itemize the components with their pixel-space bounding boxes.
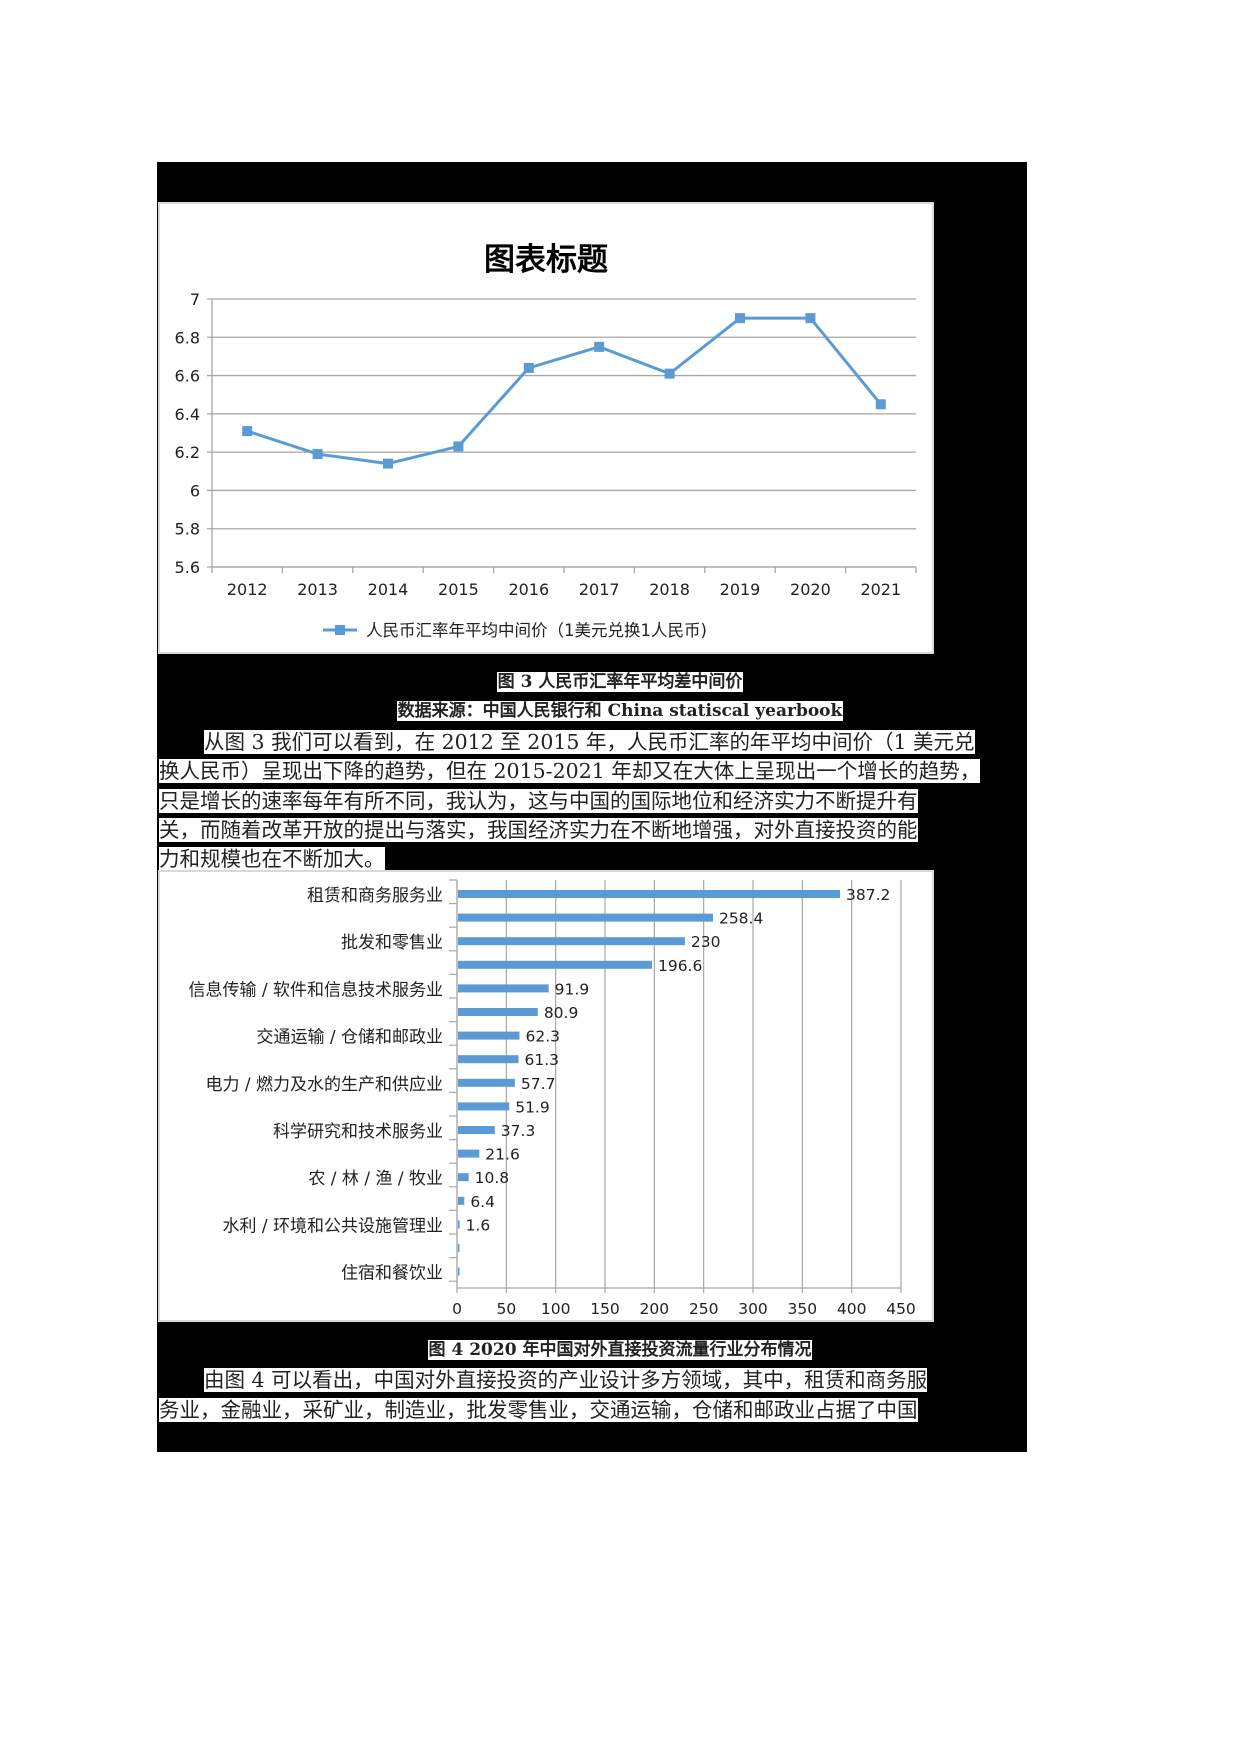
x-tick-label: 250 <box>689 1300 719 1318</box>
data-point-marker <box>242 426 253 437</box>
bar <box>458 1267 460 1276</box>
x-tick-label: 2020 <box>790 580 831 599</box>
bar-value-label: 62.3 <box>525 1028 560 1046</box>
data-point-marker <box>735 313 745 324</box>
x-tick-label: 2014 <box>368 580 409 599</box>
bar-value-label: 51.9 <box>515 1098 550 1116</box>
category-label: 交通运输 / 仓储和邮政业 <box>256 1028 443 1048</box>
bar <box>458 1008 538 1016</box>
x-tick-label: 200 <box>640 1300 670 1318</box>
bar-value-label: 61.3 <box>524 1051 559 1069</box>
bar <box>458 1126 495 1134</box>
data-point-marker <box>664 368 675 379</box>
paragraph-line: 只是增长的速率每年有所不同，我认为，这与中国的国际地位和经济实力不断提升有 <box>159 789 918 813</box>
bar-value-label: 230 <box>691 933 721 951</box>
y-tick-label: 6.2 <box>175 443 200 462</box>
bar-value-label: 258.4 <box>719 910 763 928</box>
x-tick-label: 100 <box>541 1300 571 1318</box>
x-tick-label: 400 <box>837 1300 867 1318</box>
category-label: 住宿和餐饮业 <box>341 1264 443 1284</box>
x-tick-label: 2019 <box>720 580 761 599</box>
y-tick-label: 6.6 <box>175 367 200 386</box>
paragraph-line: 换人民币）呈现出下降的趋势，但在 2015-2021 年却又在大体上呈现出一个增… <box>159 759 981 783</box>
bar <box>458 937 685 946</box>
paragraph-line: 由图 4 可以看出，中国对外直接投资的产业设计多方领域，其中，租赁和商务服 <box>204 1368 928 1392</box>
data-point-marker <box>875 399 886 410</box>
bar <box>458 1244 460 1252</box>
bar-plot: 0 50 100 150 200 250 300 350 400 450 387.2 租赁和商务服务业… <box>188 879 916 1318</box>
x-tick-label: 2013 <box>297 580 338 599</box>
bar-value-label: 196.6 <box>658 957 702 975</box>
data-point-marker <box>805 313 816 324</box>
bar <box>458 1078 515 1087</box>
category-label: 水利 / 环境和公共设施管理业 <box>222 1216 443 1236</box>
bar <box>458 1102 510 1111</box>
x-tick-label: 2021 <box>860 580 901 599</box>
category-label: 批发和零售业 <box>341 933 443 953</box>
y-tick-label: 7 <box>190 290 200 309</box>
paragraph-line: 务业，金融业，采矿业，制造业，批发零售业，交通运输，仓储和邮政业占据了中国 <box>159 1398 918 1422</box>
data-point-marker <box>312 449 323 460</box>
data-point-marker <box>523 362 534 373</box>
figure3-source: 数据来源：中国人民银行和 China statiscal yearbook <box>396 701 844 721</box>
bar <box>458 913 713 922</box>
x-tick-label: 2012 <box>227 580 268 599</box>
x-tick-label: 150 <box>590 1300 620 1318</box>
bar-value-label: 80.9 <box>544 1004 579 1022</box>
y-tick-label: 6.8 <box>175 328 200 347</box>
x-tick-label: 350 <box>788 1300 818 1318</box>
y-tick-label: 5.6 <box>175 558 200 577</box>
data-point-marker <box>383 458 393 469</box>
bar <box>458 1196 465 1205</box>
line-plot: 7 6.8 6.6 6.4 6.2 6 5.8 5.6 2012 2013 2014 2015 2016… <box>175 290 917 640</box>
figure4-caption: 图 4 2020 年中国对外直接投资流量行业分布情况 <box>427 1340 813 1360</box>
category-label: 租赁和商务服务业 <box>307 886 443 906</box>
bar <box>458 984 549 993</box>
bar <box>458 1149 480 1158</box>
x-tick-label: 0 <box>452 1300 462 1318</box>
category-label: 电力 / 燃力及水的生产和供应业 <box>205 1075 443 1095</box>
bar-value-label: 21.6 <box>485 1146 520 1164</box>
bar-value-label: 6.4 <box>470 1193 495 1211</box>
bar-value-label: 37.3 <box>501 1122 536 1140</box>
series-line <box>246 316 882 466</box>
bar <box>458 1173 469 1182</box>
paragraph-line: 力和规模也在不断加大。 <box>159 847 385 871</box>
bar-value-label: 1.6 <box>466 1216 491 1234</box>
bar <box>458 890 841 898</box>
category-label: 科学研究和技术服务业 <box>273 1122 443 1142</box>
x-tick-label: 2016 <box>508 580 549 599</box>
y-tick-label: 5.8 <box>175 520 200 539</box>
category-label: 信息传输 / 软件和信息技术服务业 <box>188 980 443 1000</box>
bar-value-label: 10.8 <box>475 1169 510 1187</box>
bar <box>458 1220 460 1229</box>
y-tick-label: 6.4 <box>175 405 200 424</box>
legend-label: 人民币汇率年平均中间价（1美元兑换1人民币) <box>366 621 707 640</box>
bar <box>458 1055 519 1064</box>
legend-marker-icon <box>335 625 345 635</box>
bar-value-label: 91.9 <box>555 980 590 998</box>
x-tick-label: 2018 <box>649 580 690 599</box>
bar <box>458 1031 520 1040</box>
paragraph-line: 从图 3 我们可以看到，在 2012 至 2015 年，人民币汇率的年平均中间价… <box>204 730 975 754</box>
y-tick-label: 6 <box>190 481 200 500</box>
line-chart: 图表标题 7 6.8 6.6 6.4 6.2 6 5.8 5.6 2012 2013 2014 201… <box>158 202 934 654</box>
x-tick-label: 2015 <box>438 580 479 599</box>
bar-chart: 0 50 100 150 200 250 300 350 400 450 387.2 租赁和商务服务业… <box>158 870 934 1322</box>
figure3-caption: 图 3 人民币汇率年平均差中间价 <box>496 672 744 692</box>
x-tick-label: 450 <box>886 1300 916 1318</box>
data-point-marker <box>453 441 464 452</box>
x-tick-label: 2017 <box>579 580 620 599</box>
x-tick-label: 50 <box>496 1300 516 1318</box>
x-tick-label: 300 <box>738 1300 768 1318</box>
bar-value-label: 387.2 <box>846 886 890 904</box>
chart-title: 图表标题 <box>484 242 608 278</box>
paragraph-line: 关，而随着改革开放的提出与落实，我国经济实力在不断地增强，对外直接投资的能 <box>159 818 918 842</box>
bar <box>458 960 652 969</box>
data-point-marker <box>594 341 605 352</box>
category-label: 农 / 林 / 渔 / 牧业 <box>308 1169 443 1189</box>
bar-value-label: 57.7 <box>521 1075 556 1093</box>
